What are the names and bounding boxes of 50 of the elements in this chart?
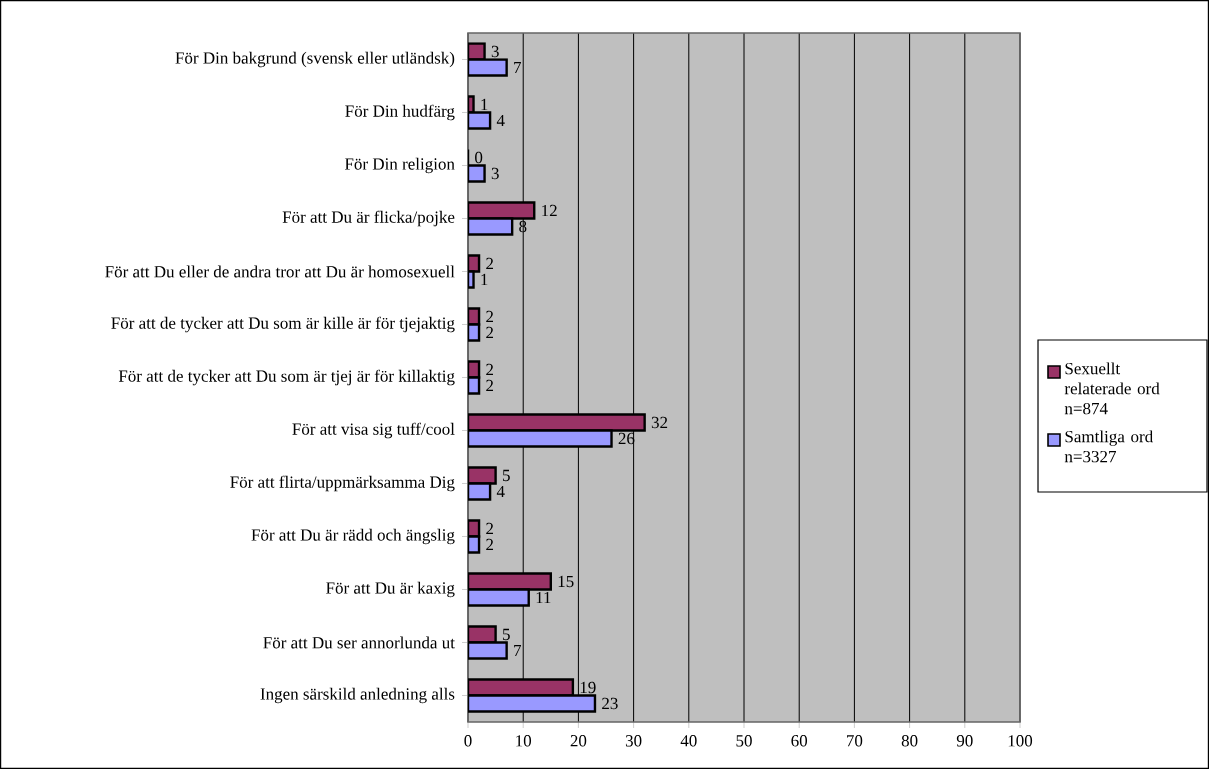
data-label: 1	[481, 98, 488, 111]
y-tick-label: För Din bakgrund (svensk eller utländsk)	[175, 51, 455, 68]
data-label: 5	[502, 469, 510, 482]
data-label: 15	[558, 575, 574, 588]
y-tick-label: För att de tycker att Du som är kille är för tjejaktig	[111, 316, 455, 333]
data-label: 5	[502, 628, 510, 641]
data-label: 2	[486, 326, 493, 339]
x-tick-label: 90	[956, 735, 973, 747]
data-label: 7	[514, 644, 522, 657]
data-label: 2	[486, 379, 493, 392]
y-tick-label: För att Du är rädd och ängslig	[251, 528, 455, 545]
data-label: 32	[651, 416, 668, 429]
y-tick-label: För Din hudfärg	[345, 104, 455, 121]
y-tick-label: Ingen särskild anledning alls	[260, 687, 455, 704]
x-tick-label: 0	[464, 735, 472, 747]
data-label: 7	[514, 61, 522, 74]
data-label: 2	[486, 522, 493, 535]
data-label: 12	[542, 204, 557, 217]
y-tick-label: För att flirta/uppmärksamma Dig	[230, 475, 455, 492]
x-tick-label: 40	[680, 735, 697, 747]
data-label: 3	[491, 45, 499, 58]
x-tick-label: 10	[516, 735, 532, 747]
data-label: 4	[496, 114, 505, 127]
x-tick-label: 100	[1008, 735, 1033, 747]
legend-label: Samtliga ord n=3327	[1064, 430, 1153, 463]
y-tick-label: För att visa sig tuff/cool	[292, 422, 455, 439]
data-label: 19	[580, 681, 596, 694]
data-label: 2	[486, 538, 493, 551]
y-tick-label: För att Du ser annorlunda ut	[263, 636, 455, 649]
data-label: 11	[536, 591, 551, 604]
y-tick-label: För att Du eller de andra tror att Du är homosexuell	[105, 265, 455, 278]
data-label: 4	[496, 485, 505, 498]
data-label: 2	[486, 257, 493, 270]
x-tick-label: 50	[736, 735, 752, 747]
x-tick-label: 70	[847, 735, 863, 747]
data-label: 1	[481, 273, 488, 286]
x-tick-label: 80	[901, 735, 918, 747]
x-tick-label: 60	[791, 735, 808, 747]
data-label: 2	[486, 310, 493, 323]
data-label: 2	[486, 363, 493, 376]
y-tick-label: För att de tycker att Du som är tjej är för killaktig	[118, 369, 455, 386]
legend-label: Sexuellt relaterade ord n=874	[1064, 362, 1160, 415]
data-label: 3	[491, 167, 499, 180]
y-tick-label: För att Du är flicka/pojke	[282, 210, 455, 227]
data-label: 0	[475, 151, 483, 164]
x-tick-label: 30	[625, 735, 642, 747]
data-label: 23	[602, 697, 618, 710]
x-tick-label: 20	[570, 735, 587, 747]
y-tick-label: För att Du är kaxig	[326, 581, 455, 598]
y-tick-label: För Din religion	[344, 157, 455, 174]
